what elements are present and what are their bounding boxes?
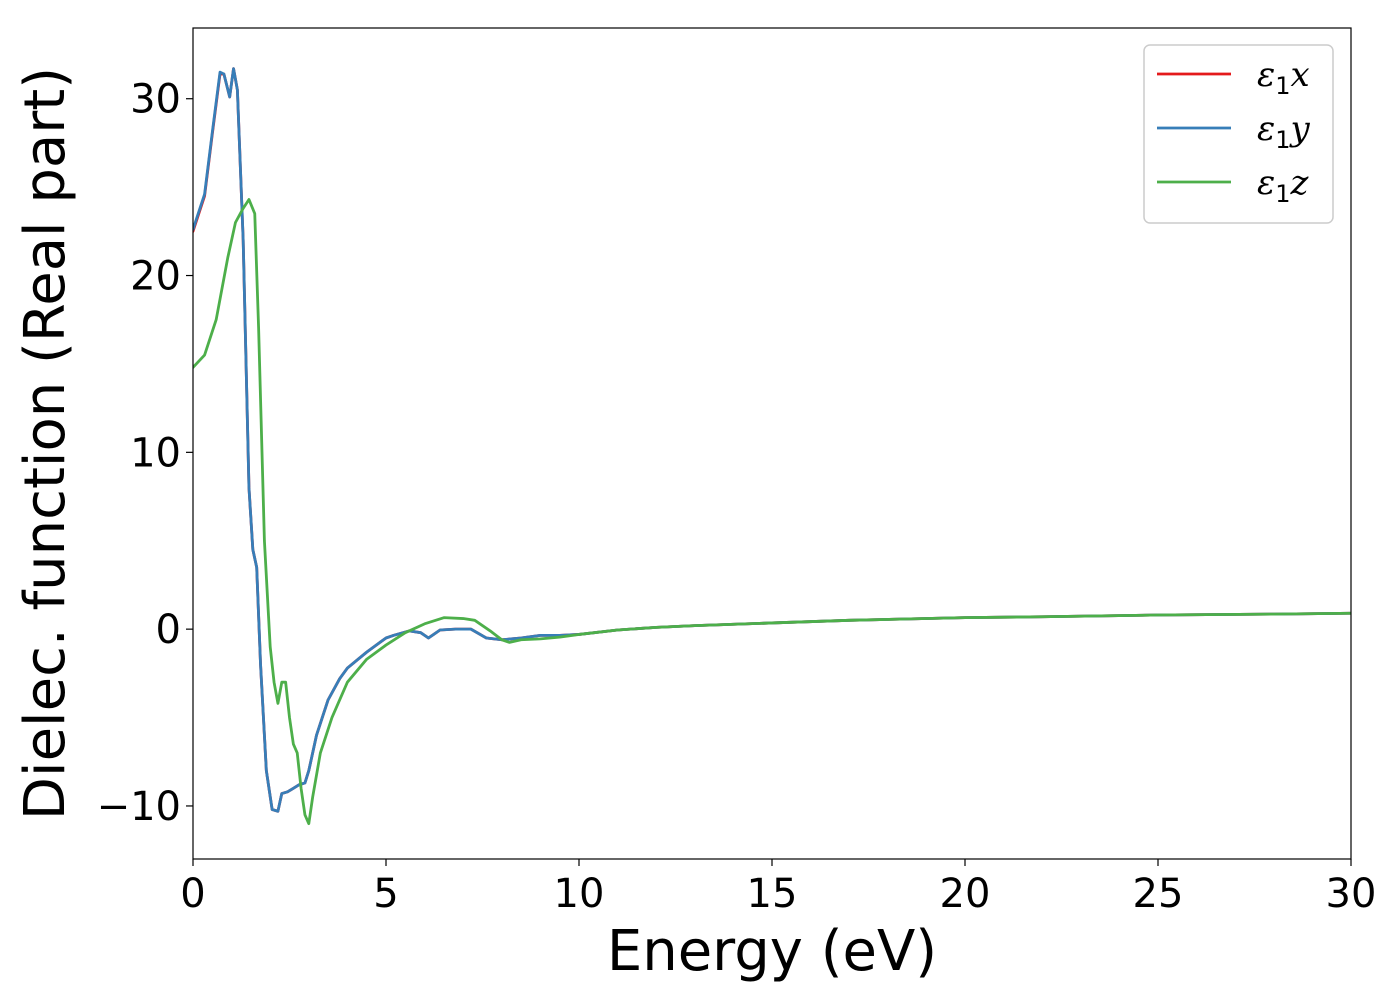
x-tick-label: 10 (554, 871, 605, 917)
y-tick-label: 30 (130, 77, 181, 123)
y-axis-title: Dielec. function (Real part) (13, 67, 78, 820)
x-tick-label: 5 (373, 871, 398, 917)
legend-box (1143, 44, 1334, 224)
x-tick-label: 15 (747, 871, 798, 917)
legend-label-y: ε1y (1257, 109, 1311, 154)
y-tick-label: 10 (130, 430, 181, 476)
x-axis-title: Energy (eV) (607, 919, 937, 984)
legend-label-x: ε1x (1257, 55, 1310, 100)
x-tick-label: 30 (1326, 871, 1377, 917)
series-line-z (193, 198, 1351, 826)
y-tick-label: 20 (130, 254, 181, 300)
y-tick-label: 0 (156, 607, 181, 653)
series-layer (193, 67, 1351, 826)
ticks-layer: 0 5 10 15 20 25 30 −10 0 10 20 30 (97, 77, 1377, 917)
x-tick-label: 25 (1133, 871, 1184, 917)
x-tick-label: 0 (180, 871, 205, 917)
legend-label-z: ε1z (1257, 163, 1310, 208)
legend: ε1x ε1y ε1z (1143, 44, 1334, 224)
x-tick-label: 20 (940, 871, 991, 917)
y-tick-label: −10 (97, 784, 181, 830)
plot-frame (192, 27, 1352, 860)
